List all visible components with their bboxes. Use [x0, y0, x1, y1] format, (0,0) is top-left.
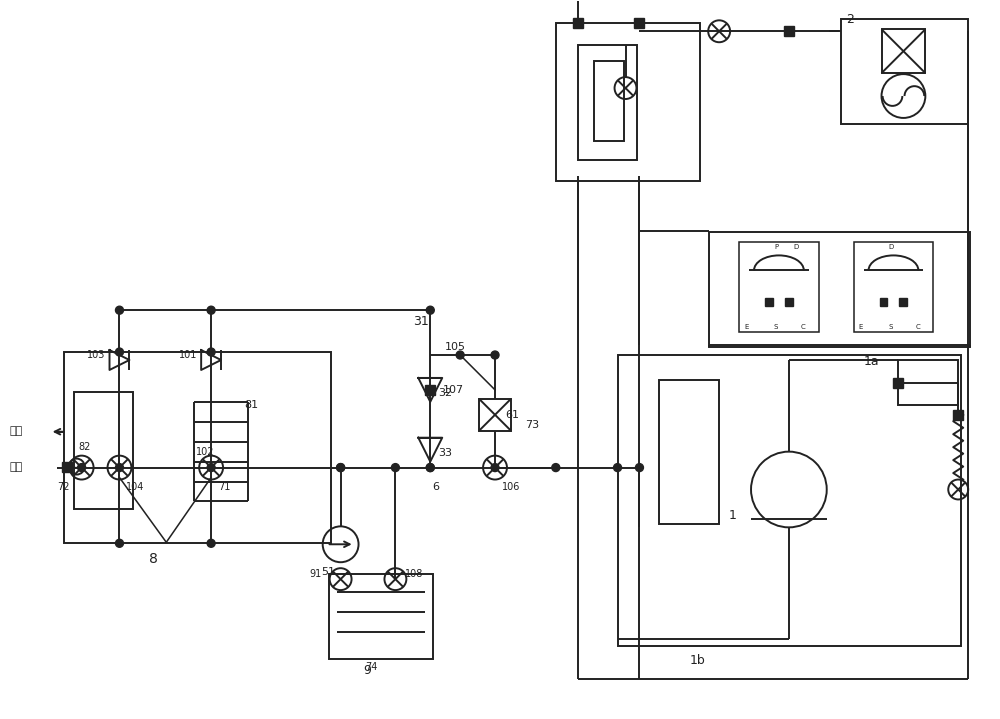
Circle shape	[115, 306, 123, 314]
Text: 1b: 1b	[689, 654, 705, 667]
Circle shape	[391, 464, 399, 472]
Text: 91: 91	[310, 569, 322, 580]
Text: S: S	[888, 324, 893, 330]
Bar	[841, 19, 968, 124]
Bar	[594, 61, 624, 141]
Text: E: E	[859, 324, 863, 330]
Text: 31: 31	[413, 315, 429, 328]
Text: 51: 51	[321, 567, 335, 577]
Text: 9: 9	[364, 664, 371, 677]
Text: 104: 104	[126, 482, 145, 492]
Bar	[785, 298, 793, 306]
Circle shape	[115, 464, 123, 472]
Text: 72: 72	[57, 482, 69, 492]
Circle shape	[115, 539, 123, 547]
Text: 81: 81	[244, 400, 258, 410]
Circle shape	[552, 464, 560, 472]
Text: 进水: 进水	[10, 462, 23, 472]
Bar	[479, 399, 511, 431]
Bar	[953, 410, 963, 420]
Bar	[659, 380, 719, 524]
Text: D: D	[794, 244, 799, 250]
Circle shape	[78, 464, 86, 472]
Bar	[899, 298, 907, 306]
Bar	[578, 45, 637, 160]
Text: D: D	[888, 244, 894, 250]
Bar	[573, 18, 583, 28]
Text: 出水: 出水	[10, 426, 23, 436]
Circle shape	[426, 464, 434, 472]
Circle shape	[635, 464, 643, 472]
Circle shape	[207, 306, 215, 314]
Bar	[880, 298, 887, 306]
Circle shape	[337, 464, 345, 472]
Bar	[898, 360, 958, 405]
Circle shape	[491, 351, 499, 359]
Text: S: S	[774, 324, 778, 330]
Text: 82: 82	[79, 441, 91, 452]
Text: 2: 2	[846, 14, 854, 27]
Text: 103: 103	[87, 350, 105, 360]
Text: 6: 6	[432, 482, 439, 492]
Circle shape	[115, 348, 123, 356]
Bar	[618, 355, 961, 646]
Bar	[854, 242, 933, 332]
Bar	[634, 18, 644, 28]
Text: 32: 32	[438, 388, 452, 398]
Circle shape	[207, 464, 215, 472]
Text: 102: 102	[196, 446, 215, 457]
Bar	[64, 352, 331, 544]
Bar	[784, 27, 794, 36]
Text: 33: 33	[438, 448, 452, 458]
Text: 101: 101	[179, 350, 198, 360]
Bar	[739, 242, 819, 332]
Bar	[893, 378, 903, 388]
Text: 1: 1	[729, 510, 737, 523]
Bar	[709, 232, 970, 347]
Text: 73: 73	[525, 420, 539, 430]
Circle shape	[456, 351, 464, 359]
Circle shape	[337, 464, 345, 472]
Text: 61: 61	[505, 410, 519, 420]
Bar	[765, 298, 773, 306]
Bar	[74, 392, 133, 510]
Bar	[329, 574, 433, 659]
Text: 107: 107	[443, 385, 464, 395]
Text: 106: 106	[502, 482, 520, 492]
Circle shape	[207, 539, 215, 547]
Bar	[425, 385, 435, 395]
Bar	[882, 29, 925, 73]
Circle shape	[207, 348, 215, 356]
Bar	[62, 462, 72, 472]
Text: 74: 74	[366, 661, 378, 672]
Text: 71: 71	[218, 482, 230, 492]
Text: E: E	[744, 324, 748, 330]
Text: 108: 108	[405, 569, 424, 580]
Circle shape	[426, 464, 434, 472]
Circle shape	[614, 464, 622, 472]
Circle shape	[491, 464, 499, 472]
Text: 8: 8	[149, 552, 158, 567]
Bar	[556, 23, 700, 180]
Text: C: C	[801, 324, 806, 330]
Text: 105: 105	[445, 342, 466, 352]
Text: P: P	[774, 244, 778, 250]
Text: C: C	[915, 324, 920, 330]
Text: 1a: 1a	[864, 355, 879, 368]
Circle shape	[426, 306, 434, 314]
